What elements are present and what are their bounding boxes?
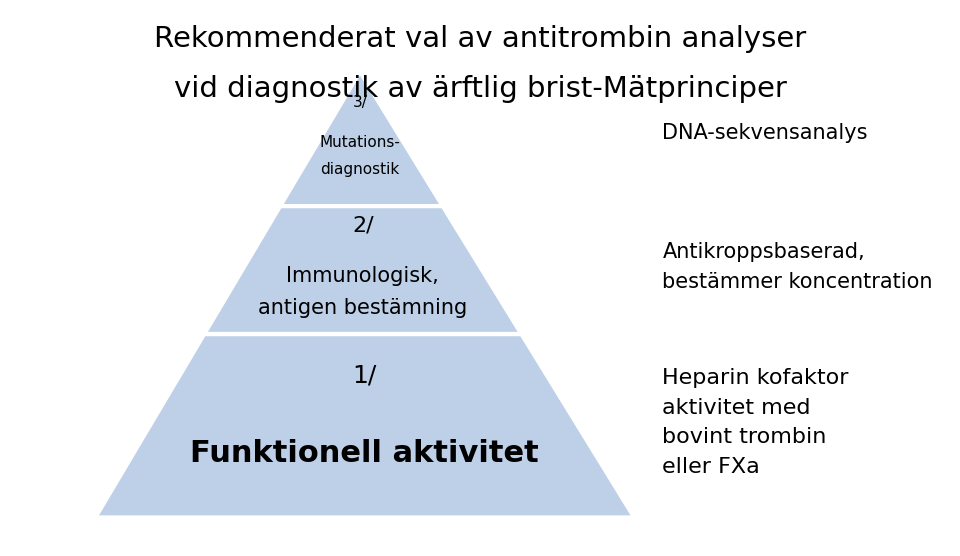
Polygon shape — [96, 334, 634, 517]
Text: Heparin kofaktor
aktivitet med
bovint trombin
eller FXa: Heparin kofaktor aktivitet med bovint tr… — [662, 368, 849, 477]
Text: Antikroppsbaserad,
bestämmer koncentration: Antikroppsbaserad, bestämmer koncentrati… — [662, 242, 933, 292]
Text: Funktionell aktivitet: Funktionell aktivitet — [190, 439, 540, 468]
Text: 1/: 1/ — [352, 363, 377, 388]
Text: 2/: 2/ — [352, 215, 373, 235]
Text: Immunologisk,
antigen bestämning: Immunologisk, antigen bestämning — [258, 266, 468, 318]
Text: vid diagnostik av ärftlig brist-Mätprinciper: vid diagnostik av ärftlig brist-Mätprinc… — [174, 75, 786, 103]
Text: DNA-sekvensanalys: DNA-sekvensanalys — [662, 123, 868, 143]
Polygon shape — [204, 206, 520, 334]
Polygon shape — [280, 72, 442, 206]
Text: Rekommenderat val av antitrombin analyser: Rekommenderat val av antitrombin analyse… — [154, 25, 806, 53]
Text: 3/: 3/ — [352, 96, 368, 110]
Text: Mutations-
diagnostik: Mutations- diagnostik — [320, 135, 400, 177]
